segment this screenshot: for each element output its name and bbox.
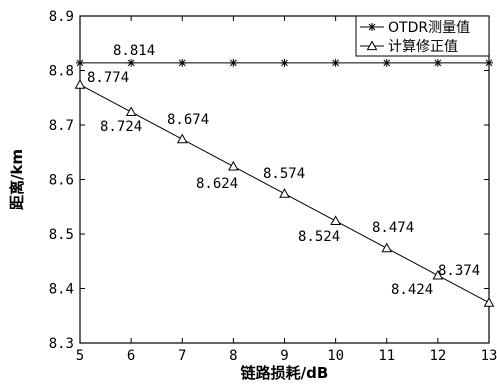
series-1-point <box>331 58 340 67</box>
data-label: 8.474 <box>372 220 414 236</box>
series-2-point <box>125 106 137 117</box>
y-tick-label: 8.5 <box>49 227 74 243</box>
series-2-point <box>74 79 86 89</box>
legend-marker <box>368 23 376 31</box>
x-tick-label: 8 <box>229 348 237 364</box>
x-tick-label: 7 <box>178 348 186 364</box>
data-label: 8.674 <box>167 112 209 128</box>
data-label: 8.774 <box>87 70 129 86</box>
series-2-point <box>330 215 341 226</box>
data-label: 8.424 <box>391 282 433 298</box>
series-2-point <box>176 133 188 144</box>
series-1-point <box>382 58 391 67</box>
y-tick-label: 8.8 <box>49 64 74 80</box>
y-axis-label: 距离/km <box>8 149 26 210</box>
series-1-point-stroke <box>127 59 135 67</box>
series-1-point-stroke <box>178 59 186 67</box>
series-1-point-stroke <box>383 59 391 67</box>
legend-box <box>355 15 490 57</box>
data-label: 8.574 <box>263 166 305 182</box>
data-label: 8.624 <box>196 176 238 192</box>
series-1-point <box>76 58 84 67</box>
series-1-point-stroke <box>76 59 84 67</box>
data-label: 8.724 <box>100 119 142 135</box>
series-1-point-stroke <box>332 59 339 67</box>
series-1-point <box>485 58 493 67</box>
series-1-point-stroke <box>281 59 288 67</box>
series-1-point <box>229 58 238 67</box>
y-tick-label: 8.6 <box>49 173 74 189</box>
data-label: 8.814 <box>113 43 155 59</box>
legend-marker-stroke <box>368 23 376 31</box>
series-2-point <box>228 160 239 171</box>
legend-label: OTDR测量值 <box>388 20 470 36</box>
x-tick-label: 11 <box>378 348 395 364</box>
series-1-point-stroke <box>230 59 237 67</box>
x-tick-label: 10 <box>327 348 344 364</box>
series-1-point <box>433 58 442 67</box>
y-tick-label: 8.7 <box>49 118 74 134</box>
series-1-point <box>178 58 187 67</box>
x-tick-label: 9 <box>280 348 288 364</box>
series-2-point <box>381 242 393 253</box>
series-2-point <box>279 188 290 198</box>
x-tick-label: 12 <box>429 348 446 364</box>
legend-label: 计算修正值 <box>388 39 458 55</box>
series-1-point-stroke <box>434 59 442 67</box>
data-label: 8.374 <box>438 263 480 279</box>
series-1-point <box>127 58 136 67</box>
data-label: 8.524 <box>298 229 340 245</box>
x-axis-label: 链路损耗/dB <box>241 364 329 382</box>
series-1-point <box>280 58 289 67</box>
series-2-point <box>483 297 495 307</box>
series-2-point <box>432 269 444 280</box>
plot-layer: 5 6 7 8 9 10 11 12 13 8.3 8.4 8.5 8.6 8.7 8.8 8.9 8.814 8… <box>49 9 497 364</box>
y-tick-label: 8.3 <box>49 336 74 352</box>
x-tick-label: 5 <box>76 348 84 364</box>
y-tick-label: 8.4 <box>49 282 74 298</box>
series-1-point-stroke <box>485 59 493 67</box>
x-tick-label: 6 <box>127 348 135 364</box>
x-tick-label: 13 <box>481 348 497 364</box>
legend-marker <box>366 40 378 51</box>
y-tick-label: 8.9 <box>49 9 74 25</box>
